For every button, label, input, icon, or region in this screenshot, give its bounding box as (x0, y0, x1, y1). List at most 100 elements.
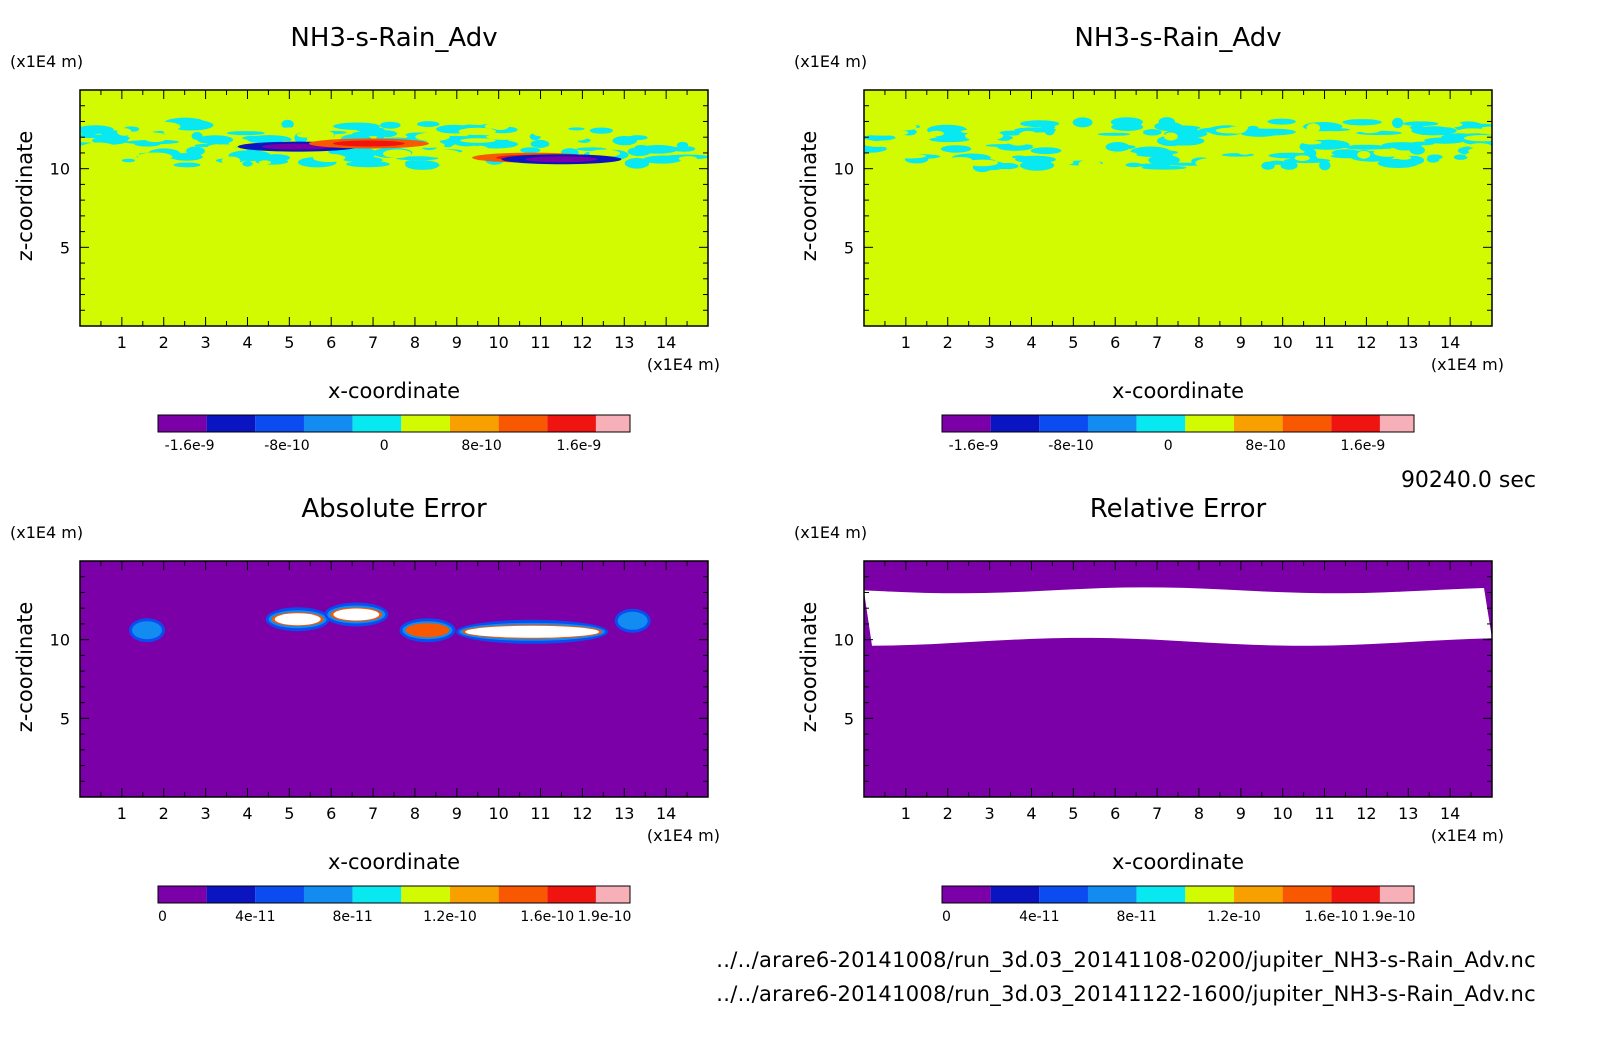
x-tick-label: 10 (488, 333, 508, 352)
band-hole (163, 128, 184, 136)
x-axis-label: x-coordinate (328, 850, 460, 874)
band-hole (87, 152, 127, 158)
band-hole (1468, 143, 1491, 149)
colorbar-swatch (498, 886, 548, 903)
band-patch (352, 131, 392, 137)
band-hole (558, 131, 589, 141)
x-tick-label: 1 (117, 333, 127, 352)
band-patch (589, 127, 613, 134)
colorbar-swatch (401, 415, 450, 432)
colorbar-swatch (449, 415, 499, 432)
x-tick-label: 12 (1356, 333, 1376, 352)
colorbar-tick-label: 0 (158, 909, 167, 925)
band-patch (191, 132, 203, 140)
band-hole (296, 132, 316, 138)
plot-area (864, 561, 1492, 797)
band-patch (627, 147, 652, 157)
feature-ring-4 (617, 611, 648, 630)
band-patch (1021, 164, 1049, 170)
band-hole (491, 122, 510, 131)
y-tick-label: 5 (60, 238, 70, 257)
y-tick-label: 5 (844, 238, 854, 257)
y-unit-label: (x1E4 m) (10, 52, 83, 71)
band-patch (672, 146, 696, 152)
band-patch (1342, 119, 1382, 126)
band-patch (1015, 155, 1056, 164)
band-patch (1377, 158, 1419, 168)
panel-1: 1 2 3 4 5 6 7 8 9 10 11 12 13 14510NH3-s-Rain_Adv(x1E… (10, 23, 720, 454)
x-tick-label: 5 (284, 804, 294, 823)
feature-edge-3 (405, 623, 450, 638)
colorbar-tick-label: 4e-11 (235, 909, 275, 925)
band-hole (1358, 126, 1381, 134)
band-hole (82, 142, 115, 151)
feature-core-2 (333, 608, 380, 621)
y-unit-label: (x1E4 m) (794, 523, 867, 542)
colorbar-swatch (303, 886, 353, 903)
band-patch (247, 135, 292, 144)
x-tick-label: 13 (614, 804, 634, 823)
x-tick-label: 11 (530, 804, 550, 823)
band-hole (137, 152, 173, 162)
x-tick-label: 8 (1194, 333, 1204, 352)
colorbar-tick-label: 1.6e-10 (1304, 909, 1358, 925)
x-tick-label: 12 (572, 804, 592, 823)
y-tick-label: 10 (50, 631, 70, 650)
band-hole (1215, 127, 1242, 134)
band-hole (1122, 135, 1138, 143)
band-hole (666, 123, 688, 130)
x-tick-label: 7 (368, 804, 378, 823)
x-tick-label: 4 (242, 804, 252, 823)
band-hole (1373, 148, 1403, 157)
colorbar-tick-label: 8e-11 (332, 909, 372, 925)
band-patch (1319, 160, 1331, 171)
band-hole (277, 127, 310, 133)
colorbar-swatch (1282, 886, 1332, 903)
band-patch (281, 119, 294, 129)
band-hole (966, 159, 998, 167)
colorbar-swatch (255, 886, 304, 903)
band-hole (1237, 148, 1253, 155)
colorbar-frame (157, 414, 631, 433)
x-unit-label: (x1E4 m) (1431, 355, 1504, 374)
x-tick-label: 14 (656, 333, 676, 352)
colorbar: -1.6e-9 -8e-10 0 8e-10 1.6e-9 (157, 414, 631, 454)
x-unit-label: (x1E4 m) (647, 355, 720, 374)
band-patch (329, 150, 369, 155)
plot-area (80, 90, 708, 326)
colorbar-swatch (1233, 415, 1283, 432)
colorbar-swatch (1185, 886, 1234, 903)
colorbar-swatch (942, 886, 991, 903)
x-tick-label: 6 (326, 333, 336, 352)
plot-area (864, 90, 1492, 326)
colorbar: 0 4e-11 8e-11 1.2e-10 1.6e-10 1.9e-10 (157, 885, 631, 925)
colorbar-swatch (595, 415, 630, 432)
band-patch (1097, 132, 1131, 136)
colorbar-swatch (1087, 415, 1137, 432)
x-tick-label: 10 (1272, 333, 1292, 352)
colorbar-tick-label: 8e-10 (461, 438, 501, 454)
x-tick-label: 13 (1398, 804, 1418, 823)
band-patch (868, 133, 885, 142)
x-tick-label: 3 (201, 333, 211, 352)
x-tick-label: 1 (901, 333, 911, 352)
band-hole (1357, 150, 1371, 159)
band-hole (1064, 128, 1080, 136)
band-patch (1392, 117, 1404, 129)
band-hole (415, 132, 450, 142)
x-tick-label: 9 (1236, 333, 1246, 352)
colorbar-swatch (1331, 415, 1380, 432)
file-path-2: ../../arare6-20141008/run_3d.03_20141122… (716, 982, 1536, 1006)
x-tick-label: 9 (452, 333, 462, 352)
colorbar-tick-label: 4e-11 (1019, 909, 1059, 925)
x-tick-label: 9 (1236, 804, 1246, 823)
band-hole (1463, 135, 1492, 142)
band-patch (1280, 160, 1298, 170)
band-hole (1056, 159, 1074, 166)
band-patch (530, 139, 550, 148)
band-patch (1014, 127, 1057, 133)
x-tick-label: 6 (1110, 804, 1120, 823)
x-tick-label: 7 (1152, 804, 1162, 823)
band-hole (1466, 155, 1479, 165)
x-tick-label: 1 (117, 804, 127, 823)
